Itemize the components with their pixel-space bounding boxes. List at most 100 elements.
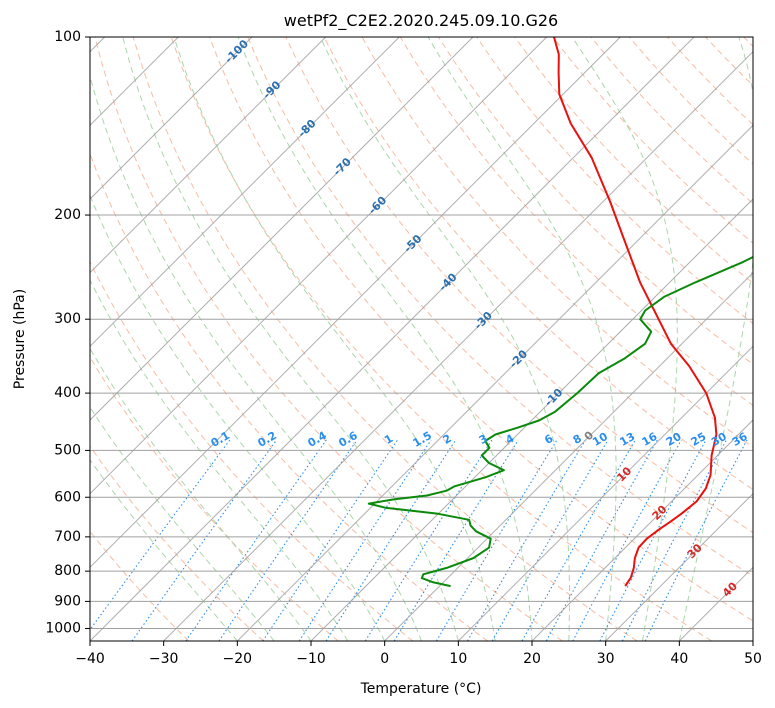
isotherm-label: -90	[260, 78, 283, 101]
isotherm-line	[90, 37, 474, 421]
dry-adiabat-line	[170, 37, 712, 641]
mixing-ratio-label: 13	[618, 430, 638, 449]
y-tick-label: 400	[54, 385, 81, 401]
mixing-ratio-label: 1.5	[411, 429, 434, 450]
mixing-ratio-lines	[90, 439, 748, 641]
mixing-ratio-line	[325, 439, 457, 641]
mixing-ratio-label: 4	[503, 432, 516, 447]
dry-adiabat-line	[94, 37, 563, 641]
dry-adiabat-line	[90, 260, 414, 641]
dry-adiabat-line	[90, 152, 488, 641]
moist-adiabat-line	[90, 458, 238, 641]
moist-adiabat-line	[90, 406, 275, 641]
x-tick-label: −10	[296, 651, 326, 667]
dry-adiabat-line	[285, 37, 753, 534]
chart-title: wetPf2_C2E2.2020.245.09.10.G26	[284, 11, 558, 31]
isotherm-line	[457, 345, 753, 641]
dry-adiabat-line	[90, 445, 264, 641]
mixing-ratio-line	[467, 439, 586, 641]
mixing-ratio-label: 2	[441, 432, 454, 447]
isotherm-line	[90, 37, 327, 274]
y-tick-label: 300	[54, 311, 81, 327]
dry-adiabat-line	[743, 37, 753, 48]
mixing-ratio-label: 0.1	[209, 429, 232, 450]
y-tick-label: 200	[54, 207, 81, 223]
sounding-profiles	[367, 37, 753, 588]
mixing-ratio-line	[185, 439, 327, 641]
mixing-ratio-line	[393, 439, 519, 641]
dry-adiabat-line	[132, 37, 638, 641]
mixing-ratio-line	[491, 439, 609, 641]
isotherm-line	[605, 492, 753, 641]
x-tick-label: −40	[75, 651, 105, 667]
mixing-ratio-line	[545, 439, 658, 641]
x-tick-label: −20	[223, 651, 253, 667]
dry-adiabat-line	[323, 37, 753, 491]
mixing-ratio-line	[435, 439, 558, 641]
y-axis-label: Pressure (hPa)	[12, 289, 28, 389]
x-axis: −40 −30 −20 −10 0 10 20 30 40 50	[75, 641, 762, 667]
x-tick-label: 0	[380, 651, 389, 667]
y-tick-label: 900	[54, 593, 81, 609]
dry-adiabat-line	[437, 37, 753, 365]
pressure-gridlines	[90, 37, 753, 629]
y-tick-label: 700	[54, 529, 81, 545]
isotherm-line	[384, 271, 753, 641]
moist-adiabat-line	[122, 37, 459, 641]
isotherm-line	[90, 37, 621, 569]
isotherm-label: 40	[720, 579, 740, 599]
moist-adiabat-line	[90, 194, 386, 641]
x-axis-label: Temperature (°C)	[360, 681, 482, 697]
mixing-ratio-label: 36	[730, 430, 750, 449]
isotherm-line	[310, 198, 753, 641]
isotherm-line	[163, 50, 753, 641]
isotherm-label: 30	[685, 541, 705, 561]
mixing-ratio-line	[131, 439, 278, 641]
isotherm-label: 10	[614, 464, 634, 484]
plot-area	[90, 37, 753, 641]
dry-adiabats	[90, 37, 753, 641]
dry-adiabat-line	[667, 37, 753, 126]
plot-frame	[89, 36, 754, 642]
x-tick-label: 40	[670, 651, 688, 667]
dry-adiabat-line	[514, 37, 753, 284]
x-tick-label: −30	[149, 651, 179, 667]
isotherm-label: -40	[436, 270, 459, 293]
isotherm-line	[90, 37, 548, 495]
y-tick-label: 1000	[45, 620, 81, 636]
dry-adiabat-line	[247, 37, 753, 577]
dry-adiabat-line	[209, 37, 753, 622]
isotherm-line	[531, 419, 753, 641]
moist-adiabat-line	[173, 37, 496, 641]
moist-adiabat-line	[90, 347, 312, 641]
mixing-ratio-line	[218, 439, 358, 641]
mixing-ratio-label: 1	[382, 432, 395, 447]
isotherm-lines	[90, 37, 753, 641]
x-tick-label: 30	[597, 651, 615, 667]
moist-adiabat-line	[427, 37, 617, 641]
temperature-profile-line	[553, 37, 718, 587]
mixing-ratio-line	[521, 439, 636, 641]
dry-adiabat-line	[590, 37, 753, 205]
isotherm-line	[752, 640, 753, 641]
moist-adiabat-line	[237, 37, 533, 641]
isotherm-line	[90, 37, 253, 200]
x-tick-label: 20	[523, 651, 541, 667]
moist-adiabat-line	[678, 37, 753, 641]
mixing-ratio-line	[262, 439, 399, 641]
y-tick-label: 800	[54, 563, 81, 579]
dry-adiabat-line	[90, 530, 190, 641]
mixing-ratio-label: 0.2	[256, 429, 279, 450]
moist-adiabat-line	[90, 74, 422, 641]
y-tick-label: 100	[54, 29, 81, 45]
dry-adiabat-line	[552, 37, 753, 244]
isotherm-line	[90, 37, 695, 641]
x-tick-label: 10	[449, 651, 467, 667]
moist-adiabats	[90, 37, 753, 641]
mixing-ratio-label: 16	[640, 430, 660, 449]
moist-adiabat-line	[571, 37, 678, 641]
moist-adiabat-line	[319, 37, 570, 641]
x-tick-label: 50	[744, 651, 762, 667]
mixing-ratio-line	[644, 439, 748, 641]
